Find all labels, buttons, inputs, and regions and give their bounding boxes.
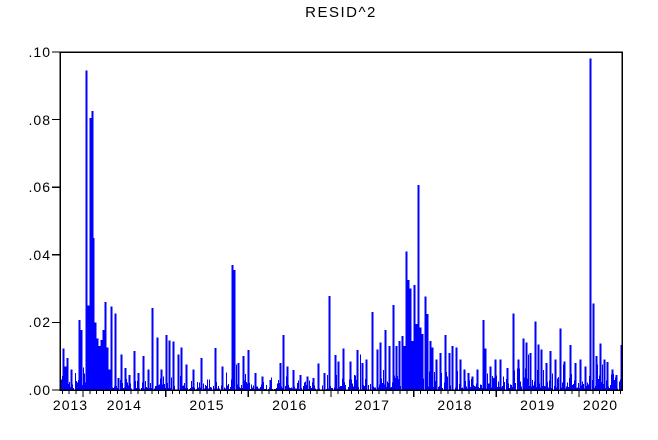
x-axis-year-label: 2013 xyxy=(52,397,89,413)
y-axis-label: .02 xyxy=(28,314,51,331)
x-axis-year-label: 2020 xyxy=(582,397,619,413)
x-axis-year-label: 2015 xyxy=(189,397,225,413)
plot-border xyxy=(59,51,623,391)
chart-title: RESID^2 xyxy=(305,4,377,21)
y-axis-label: .04 xyxy=(28,246,51,263)
y-axis-label: .10 xyxy=(28,44,51,60)
x-axis-year-label: 2018 xyxy=(437,397,473,413)
x-axis-year-label: 2014 xyxy=(106,397,142,413)
x-axis-year-label: 2019 xyxy=(520,397,556,413)
y-axis-label: .00 xyxy=(28,382,51,398)
x-axis-year-label: 2017 xyxy=(354,397,390,413)
y-axis-label: .06 xyxy=(28,179,51,196)
x-axis-year-label: 2016 xyxy=(272,397,308,413)
y-axis-label: .08 xyxy=(28,111,51,128)
resid-noise-bars xyxy=(60,344,622,390)
resid-spike-bars xyxy=(62,58,623,390)
